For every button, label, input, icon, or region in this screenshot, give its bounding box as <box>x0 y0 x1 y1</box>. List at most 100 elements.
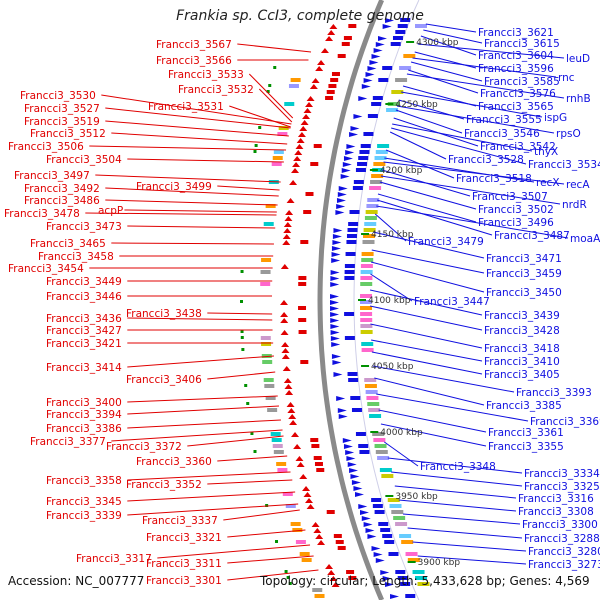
left-gene-label: Francci3_3532 <box>178 84 254 96</box>
left-leader-line <box>157 544 311 559</box>
gene-block <box>326 510 335 514</box>
right-gene-label: Francci3_3496 <box>478 217 554 229</box>
right-leader-line <box>387 457 523 474</box>
gene-arrow <box>302 486 311 491</box>
left-leader-line <box>124 209 277 213</box>
right-gene-label: Francci3_3534 <box>528 159 600 171</box>
gene-arrow <box>284 216 293 221</box>
gene-arrow <box>333 372 343 377</box>
left-gene-label: Francci3_3531 <box>148 101 224 113</box>
function-stripe <box>363 228 376 232</box>
tick-layer: 4300 kbp 4250 kbp 4200 kbp 4150 kbp 4100 kbp… <box>358 38 460 568</box>
gene-arrow <box>337 408 347 413</box>
function-stripe <box>387 102 400 106</box>
gene-block <box>348 222 359 226</box>
function-stripe <box>393 516 406 520</box>
gene-block <box>344 312 355 316</box>
gene-arrow <box>282 240 291 245</box>
function-stripe <box>372 168 385 172</box>
right-leader-line <box>384 157 535 183</box>
gene-block <box>395 30 406 34</box>
function-stripe <box>360 324 373 328</box>
gene-arrow <box>287 408 296 413</box>
gene-arrow <box>330 276 340 281</box>
function-stripe <box>373 162 386 166</box>
gene-arrow <box>385 582 395 587</box>
function-stripe <box>389 504 402 508</box>
gene-arrow <box>281 348 290 353</box>
left-gene-label: Francci3_3527 <box>24 103 100 115</box>
gene-block <box>359 150 370 154</box>
left-leader-line <box>207 312 273 315</box>
right-leader-line <box>401 91 543 118</box>
gene-arrow <box>330 294 340 299</box>
right-gene-label: Francci3_3385 <box>486 400 562 412</box>
gene-arrow <box>330 324 340 329</box>
left-gene-label: Francci3_3478 <box>4 208 80 220</box>
right-gene-label: Francci3_3471 <box>486 253 562 265</box>
gene-block <box>346 240 357 244</box>
gene-arrow <box>283 378 292 383</box>
gene-arrow <box>294 150 303 155</box>
gene-arrow <box>340 174 350 179</box>
function-stripe <box>363 234 376 238</box>
gene-block <box>367 114 378 118</box>
label-layer: Francci3_3567 Francci3_3566 Francci3_3533 F… <box>4 27 600 587</box>
right-gene-label: Francci3_3565 <box>478 101 554 113</box>
right-gene-label: Francci3_3361 <box>488 427 564 439</box>
rna-marker <box>265 504 269 507</box>
gene-arrow <box>342 438 352 443</box>
left-leader-line <box>187 435 284 447</box>
gene-block <box>371 498 382 502</box>
gene-block <box>298 276 307 280</box>
gene-block <box>298 282 307 286</box>
left-leader-line <box>89 145 287 151</box>
rna-marker <box>253 450 257 453</box>
right-gene-label: Francci3_3479 <box>408 236 484 248</box>
function-stripe <box>366 396 379 400</box>
gene-arrow <box>280 330 289 335</box>
left-leader-line <box>127 158 284 163</box>
right-gene-label: thyX <box>534 146 558 158</box>
left-leader-line <box>101 94 292 125</box>
function-stripe <box>368 408 381 412</box>
gene-arrow <box>385 18 395 23</box>
gene-block <box>316 468 325 472</box>
right-gene-label: Francci3_3459 <box>486 268 562 280</box>
gene-block <box>349 210 360 214</box>
gene-arrow <box>329 576 338 581</box>
right-gene-label: Francci3_3369 <box>530 416 600 428</box>
left-leader-line <box>127 395 278 403</box>
gene-block <box>358 156 369 160</box>
function-stripe <box>386 108 399 112</box>
right-leader-line <box>423 29 483 44</box>
function-stripe <box>312 588 323 592</box>
left-leader-line <box>227 569 319 581</box>
gene-arrow <box>289 180 298 185</box>
right-leader-line <box>425 23 477 33</box>
function-stripe <box>375 150 388 154</box>
function-stripe <box>364 216 377 220</box>
function-stripe <box>277 132 288 136</box>
right-gene-label: rpsO <box>556 128 581 140</box>
gene-block <box>298 306 307 310</box>
gene-arrow <box>311 522 320 527</box>
function-stripe <box>277 468 288 472</box>
left-leader-line <box>229 105 291 128</box>
function-stripe <box>288 84 299 88</box>
gene-block <box>310 162 319 166</box>
left-leader-line <box>111 242 274 245</box>
gene-arrow <box>315 534 324 539</box>
right-gene-label: Francci3_3518 <box>456 173 532 185</box>
gene-arrow <box>280 318 289 323</box>
right-gene-label: Francci3_3316 <box>518 493 594 505</box>
gene-arrow <box>342 162 352 167</box>
gene-arrow <box>330 312 340 317</box>
function-stripe <box>272 156 283 160</box>
gene-block <box>298 330 307 334</box>
gene-block <box>341 42 350 46</box>
gene-arrow <box>283 222 292 227</box>
function-stripe <box>369 186 382 190</box>
right-gene-label: Francci3_3308 <box>518 506 594 518</box>
